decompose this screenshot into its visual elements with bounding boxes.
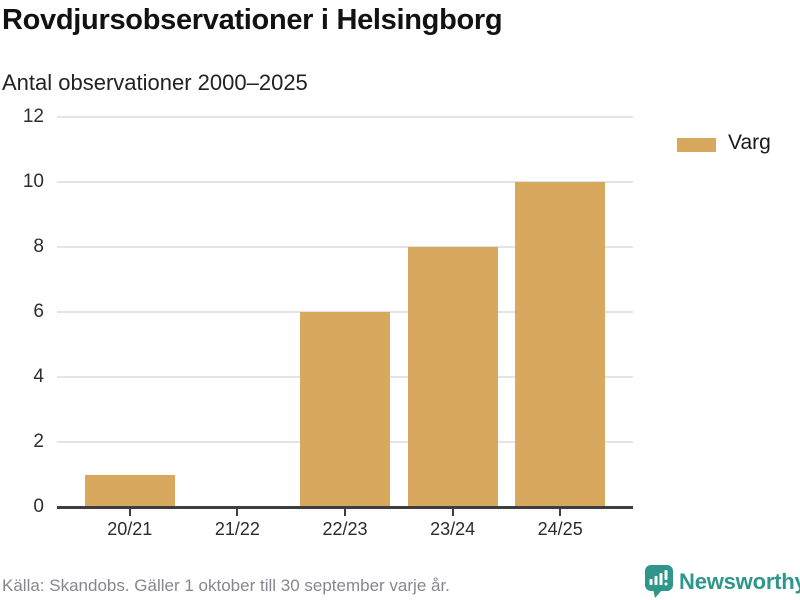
y-axis-tick-label: 4 xyxy=(33,366,44,387)
source-note: Källa: Skandobs. Gäller 1 oktober till 3… xyxy=(2,576,450,595)
x-axis-line xyxy=(57,506,633,509)
newsworthy-logo[interactable]: Newsworthy xyxy=(645,564,800,598)
x-axis-tick xyxy=(559,508,562,516)
bar-20/21 xyxy=(84,474,175,507)
gridline-8 xyxy=(57,246,633,248)
y-axis-tick-label: 6 xyxy=(33,301,44,322)
chart-subtitle: Antal observationer 2000–2025 xyxy=(2,70,308,95)
legend-label-varg: Varg xyxy=(728,131,771,154)
x-axis-tick xyxy=(128,508,131,516)
gridline-6 xyxy=(57,311,633,313)
x-axis-tick xyxy=(451,508,454,516)
x-axis-tick-label: 24/25 xyxy=(537,519,583,539)
y-axis-tick-label: 0 xyxy=(33,496,44,517)
x-axis-tick-label: 21/22 xyxy=(214,519,260,539)
x-axis-tick xyxy=(344,508,346,516)
bar-24/25 xyxy=(515,182,606,507)
bar-23/24 xyxy=(407,247,498,507)
legend-swatch-varg xyxy=(677,138,716,152)
y-axis-tick-label: 8 xyxy=(33,236,44,257)
bar-chart-speech-bubble-icon xyxy=(645,565,673,598)
gridline-12 xyxy=(57,116,633,118)
x-axis-tick-label: 22/23 xyxy=(322,519,368,539)
y-axis-tick-label: 2 xyxy=(33,431,44,452)
y-axis-tick-label: 12 xyxy=(22,106,44,127)
bar-22/23 xyxy=(300,312,390,507)
x-axis-tick-label: 23/24 xyxy=(430,519,476,539)
y-axis-tick-label: 10 xyxy=(22,171,44,192)
chart-title: Rovdjursobservationer i Helsingborg xyxy=(2,4,503,36)
x-axis-tick xyxy=(236,508,239,516)
x-axis-tick-label: 20/21 xyxy=(107,519,153,539)
brand-name: Newsworthy xyxy=(679,569,800,594)
gridline-10 xyxy=(57,181,633,183)
